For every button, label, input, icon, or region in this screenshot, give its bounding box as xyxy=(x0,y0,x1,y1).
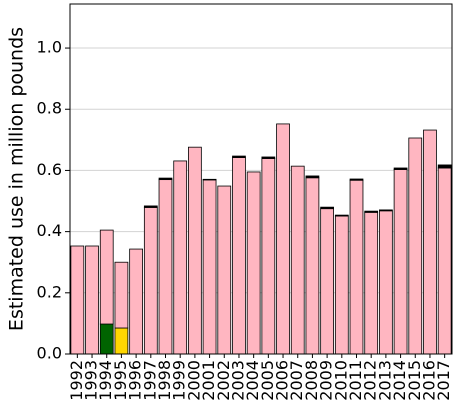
plot-frame xyxy=(69,3,453,355)
bar-segment xyxy=(364,210,379,213)
bar-segment xyxy=(423,129,437,355)
bar-segment xyxy=(437,164,452,169)
bar-segment xyxy=(334,215,349,355)
bar-segment xyxy=(114,327,129,355)
x-tick-label: 2014 xyxy=(390,360,409,401)
y-tick-label: 1.0 xyxy=(37,38,62,57)
bar-segment xyxy=(232,157,246,355)
bar-segment xyxy=(349,178,364,181)
bar-segment xyxy=(99,229,114,325)
bar-segment xyxy=(232,155,246,158)
bar-segment xyxy=(158,177,173,181)
x-tick-label: 2006 xyxy=(273,360,292,401)
y-axis-label: Estimated use in million pounds xyxy=(6,27,28,331)
x-tick-label: 1999 xyxy=(170,360,189,401)
bar-segment xyxy=(114,261,129,329)
y-tick-label: 0.0 xyxy=(37,344,62,363)
x-tick-label: 2010 xyxy=(331,360,350,401)
bar-segment xyxy=(276,123,290,355)
x-tick-label: 2016 xyxy=(419,360,438,401)
bar-segment xyxy=(334,214,349,217)
x-tick-label: 2011 xyxy=(346,360,365,401)
bar-segment xyxy=(246,171,261,355)
y-tick-label: 0.4 xyxy=(37,221,62,240)
bar-segment xyxy=(143,207,158,355)
x-tick-label: 2013 xyxy=(375,360,394,401)
bar-segment xyxy=(85,245,99,355)
bar-segment xyxy=(70,245,85,355)
x-tick-label: 1995 xyxy=(111,360,130,401)
bar-segment xyxy=(305,175,320,179)
bar-segment xyxy=(261,156,276,159)
bar-segment xyxy=(99,323,114,355)
x-tick-label: 2008 xyxy=(302,360,321,401)
bar-segment xyxy=(290,165,305,355)
x-tick-label: 1994 xyxy=(96,360,115,401)
x-tick-label: 1997 xyxy=(140,360,159,401)
bar-segment xyxy=(202,178,217,181)
bar-segment xyxy=(364,211,379,355)
x-tick-label: 2001 xyxy=(199,360,218,401)
x-tick-label: 2004 xyxy=(243,360,262,401)
bar-segment xyxy=(393,167,408,170)
x-tick-label: 2017 xyxy=(434,360,453,401)
bar-segment xyxy=(320,206,334,210)
x-tick-label: 1992 xyxy=(67,360,86,401)
y-tick-label: 0.8 xyxy=(37,99,62,118)
bar-segment xyxy=(379,210,393,355)
x-tick-label: 2012 xyxy=(361,360,380,401)
bar-segment xyxy=(408,137,423,355)
bar-segment xyxy=(349,179,364,355)
x-tick-label: 2007 xyxy=(287,360,306,401)
x-tick-label: 1996 xyxy=(126,360,145,401)
bar-segment xyxy=(158,179,173,355)
bar-segment xyxy=(379,209,393,212)
bar-segment xyxy=(188,146,202,355)
bar-segment xyxy=(173,160,188,355)
x-tick-label: 2002 xyxy=(214,360,233,401)
bar-segment xyxy=(129,248,143,355)
y-tick-label: 0.2 xyxy=(37,282,62,301)
bar-segment xyxy=(261,158,276,355)
bar-segment xyxy=(393,169,408,355)
bar-segment xyxy=(217,185,232,355)
x-tick-label: 1993 xyxy=(82,360,101,401)
x-tick-label: 1998 xyxy=(155,360,174,401)
y-tick-label: 0.6 xyxy=(37,160,62,179)
bar-segment xyxy=(202,179,217,355)
x-tick-label: 2009 xyxy=(317,360,336,401)
x-tick-label: 2003 xyxy=(228,360,247,401)
bar-segment xyxy=(437,167,452,355)
x-tick-label: 2005 xyxy=(258,360,277,401)
x-tick-label: 2015 xyxy=(405,360,424,401)
bar-segment xyxy=(320,208,334,355)
bar-segment xyxy=(305,177,320,355)
bar-segment xyxy=(143,205,158,208)
x-tick-label: 2000 xyxy=(184,360,203,401)
